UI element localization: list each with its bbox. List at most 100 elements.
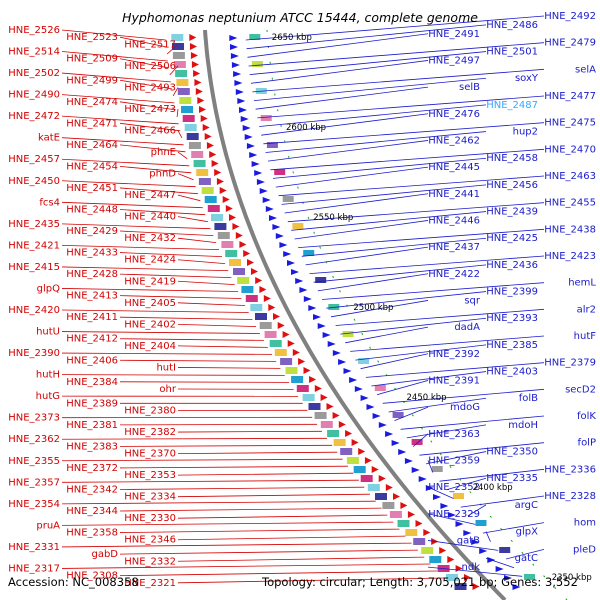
gene-label-left[interactable]: hutG	[36, 391, 60, 402]
gene-label-left[interactable]: HNE_2448	[66, 204, 118, 215]
gene-label-left[interactable]: HNE_2344	[66, 506, 118, 517]
gene-label-right[interactable]: HNE_2399	[486, 287, 538, 298]
gene-label-right[interactable]: ndk	[462, 562, 481, 573]
gene-label-right[interactable]: HNE_2437	[428, 242, 480, 253]
gene-label-right[interactable]: mdoH	[508, 420, 538, 431]
gene-label-left[interactable]: HNE_2526	[8, 25, 60, 36]
gene-label-left[interactable]: glpQ	[37, 283, 60, 294]
gene-label-left[interactable]: HNE_2411	[66, 312, 118, 323]
gene-label-right[interactable]: HNE_2385	[486, 340, 538, 351]
gene-label-left[interactable]: HNE_2419	[124, 276, 176, 287]
gene-label-right[interactable]: hutF	[574, 331, 597, 342]
gene-label-right[interactable]: HNE_2501	[486, 47, 538, 58]
gene-label-left[interactable]: HNE_2370	[124, 449, 176, 460]
gene-label-left[interactable]: HNE_2330	[124, 513, 176, 524]
gene-label-left[interactable]: HNE_2389	[66, 398, 118, 409]
gene-label-left[interactable]: HNE_2381	[66, 420, 118, 431]
gene-label-left[interactable]: HNE_2413	[66, 291, 118, 302]
gene-label-left[interactable]: HNE_2499	[66, 75, 118, 86]
gene-label-left[interactable]: HNE_2404	[124, 341, 176, 352]
gene-label-right[interactable]: HNE_2422	[428, 269, 480, 280]
gene-label-right[interactable]: HNE_2441	[428, 189, 480, 200]
gene-label-right[interactable]: HNE_2363	[428, 429, 480, 440]
gene-label-left[interactable]: HNE_2415	[8, 262, 60, 273]
gene-label-right[interactable]: selA	[575, 64, 596, 75]
gene-label-left[interactable]: HNE_2517	[124, 39, 176, 50]
gene-label-right[interactable]: HNE_2329	[428, 509, 480, 520]
gene-label-right[interactable]: HNE_2423	[544, 251, 596, 262]
gene-label-right[interactable]: HNE_2403	[486, 367, 538, 378]
gene-label-left[interactable]: HNE_2355	[8, 456, 60, 467]
gene-label-right[interactable]: HNE_2455	[544, 198, 596, 209]
gene-label-left[interactable]: HNE_2523	[66, 32, 118, 43]
gene-label-right[interactable]: HNE_2350	[486, 447, 538, 458]
gene-label-right[interactable]: HNE_2436	[486, 260, 538, 271]
gene-label-left[interactable]: HNE_2473	[124, 104, 176, 115]
gene-label-left[interactable]: HNE_2420	[8, 305, 60, 316]
gene-label-left[interactable]: HNE_2334	[124, 492, 176, 503]
gene-label-left[interactable]: hutU	[36, 327, 60, 338]
gene-label-left[interactable]: HNE_2358	[66, 528, 118, 539]
gene-label-left[interactable]: HNE_2506	[124, 61, 176, 72]
gene-label-right[interactable]: folB	[519, 393, 538, 404]
gene-label-left[interactable]: HNE_2509	[66, 54, 118, 65]
gene-label-right[interactable]: HNE_2486	[486, 20, 538, 31]
gene-label-left[interactable]: HNE_2342	[66, 484, 118, 495]
gene-label-right[interactable]: HNE_2475	[544, 118, 596, 129]
gene-label-left[interactable]: HNE_2424	[124, 255, 176, 266]
gene-label-right[interactable]: gatB	[457, 535, 480, 546]
gene-label-right[interactable]: HNE_2438	[544, 224, 596, 235]
gene-label-left[interactable]: HNE_2471	[66, 118, 118, 129]
gene-label-right[interactable]: folP	[578, 438, 596, 449]
gene-label-left[interactable]: HNE_2450	[8, 176, 60, 187]
gene-label-left[interactable]: pruA	[36, 520, 60, 531]
gene-label-left[interactable]: HNE_2432	[124, 233, 176, 244]
gene-label-left[interactable]: HNE_2412	[66, 334, 118, 345]
gene-label-right[interactable]: HNE_2462	[428, 135, 480, 146]
gene-label-left[interactable]: HNE_2406	[66, 355, 118, 366]
gene-label-left[interactable]: HNE_2493	[124, 82, 176, 93]
gene-label-left[interactable]: HNE_2390	[8, 348, 60, 359]
gene-label-right[interactable]: hemL	[568, 278, 596, 289]
gene-label-left[interactable]: HNE_2474	[66, 97, 118, 108]
gene-label-right[interactable]: HNE_2487	[486, 100, 538, 111]
gene-label-left[interactable]: gabD	[91, 549, 118, 560]
gene-label-right[interactable]: secD2	[565, 384, 596, 395]
gene-label-right[interactable]: selB	[459, 82, 480, 93]
gene-label-right[interactable]: glpX	[516, 527, 538, 538]
gene-label-left[interactable]: HNE_2514	[8, 47, 60, 58]
gene-label-left[interactable]: HNE_2354	[8, 499, 60, 510]
gene-label-right[interactable]: HNE_2477	[544, 91, 596, 102]
gene-label-left[interactable]: HNE_2435	[8, 219, 60, 230]
gene-label-right[interactable]: HNE_2336	[544, 464, 596, 475]
gene-label-left[interactable]: HNE_2502	[8, 68, 60, 79]
gene-label-right[interactable]: HNE_2479	[544, 38, 596, 49]
gene-label-right[interactable]: soxY	[515, 73, 539, 84]
gene-label-left[interactable]: HNE_2421	[8, 240, 60, 251]
gene-label-left[interactable]: HNE_2402	[124, 319, 176, 330]
gene-label-right[interactable]: HNE_2492	[544, 11, 596, 22]
gene-label-left[interactable]: HNE_2382	[124, 427, 176, 438]
gene-label-left[interactable]: HNE_2466	[124, 126, 176, 137]
gene-label-left[interactable]: HNE_2353	[124, 470, 176, 481]
gene-label-left[interactable]: katE	[38, 133, 60, 144]
gene-label-left[interactable]: HNE_2317	[8, 563, 60, 574]
gene-label-right[interactable]: HNE_2352	[428, 482, 480, 493]
gene-label-left[interactable]: HNE_2384	[66, 377, 118, 388]
gene-label-left[interactable]: HNE_2440	[124, 212, 176, 223]
gene-label-left[interactable]: HNE_2447	[124, 190, 176, 201]
gene-label-right[interactable]: HNE_2392	[428, 349, 480, 360]
gene-label-right[interactable]: argC	[515, 500, 538, 511]
gene-label-right[interactable]: HNE_2425	[486, 233, 538, 244]
gene-label-left[interactable]: HNE_2429	[66, 226, 118, 237]
gene-label-right[interactable]: mdoG	[450, 402, 480, 413]
gene-label-right[interactable]: folK	[577, 411, 596, 422]
gene-label-left[interactable]: HNE_2380	[124, 406, 176, 417]
gene-label-right[interactable]: HNE_2328	[544, 491, 596, 502]
gene-label-left[interactable]: HNE_2346	[124, 535, 176, 546]
gene-label-left[interactable]: HNE_2332	[124, 556, 176, 567]
gene-label-left[interactable]: HNE_2428	[66, 269, 118, 280]
gene-label-right[interactable]: hup2	[513, 127, 538, 138]
gene-label-right[interactable]: HNE_2446	[428, 215, 480, 226]
gene-label-right[interactable]: hom	[574, 518, 596, 529]
